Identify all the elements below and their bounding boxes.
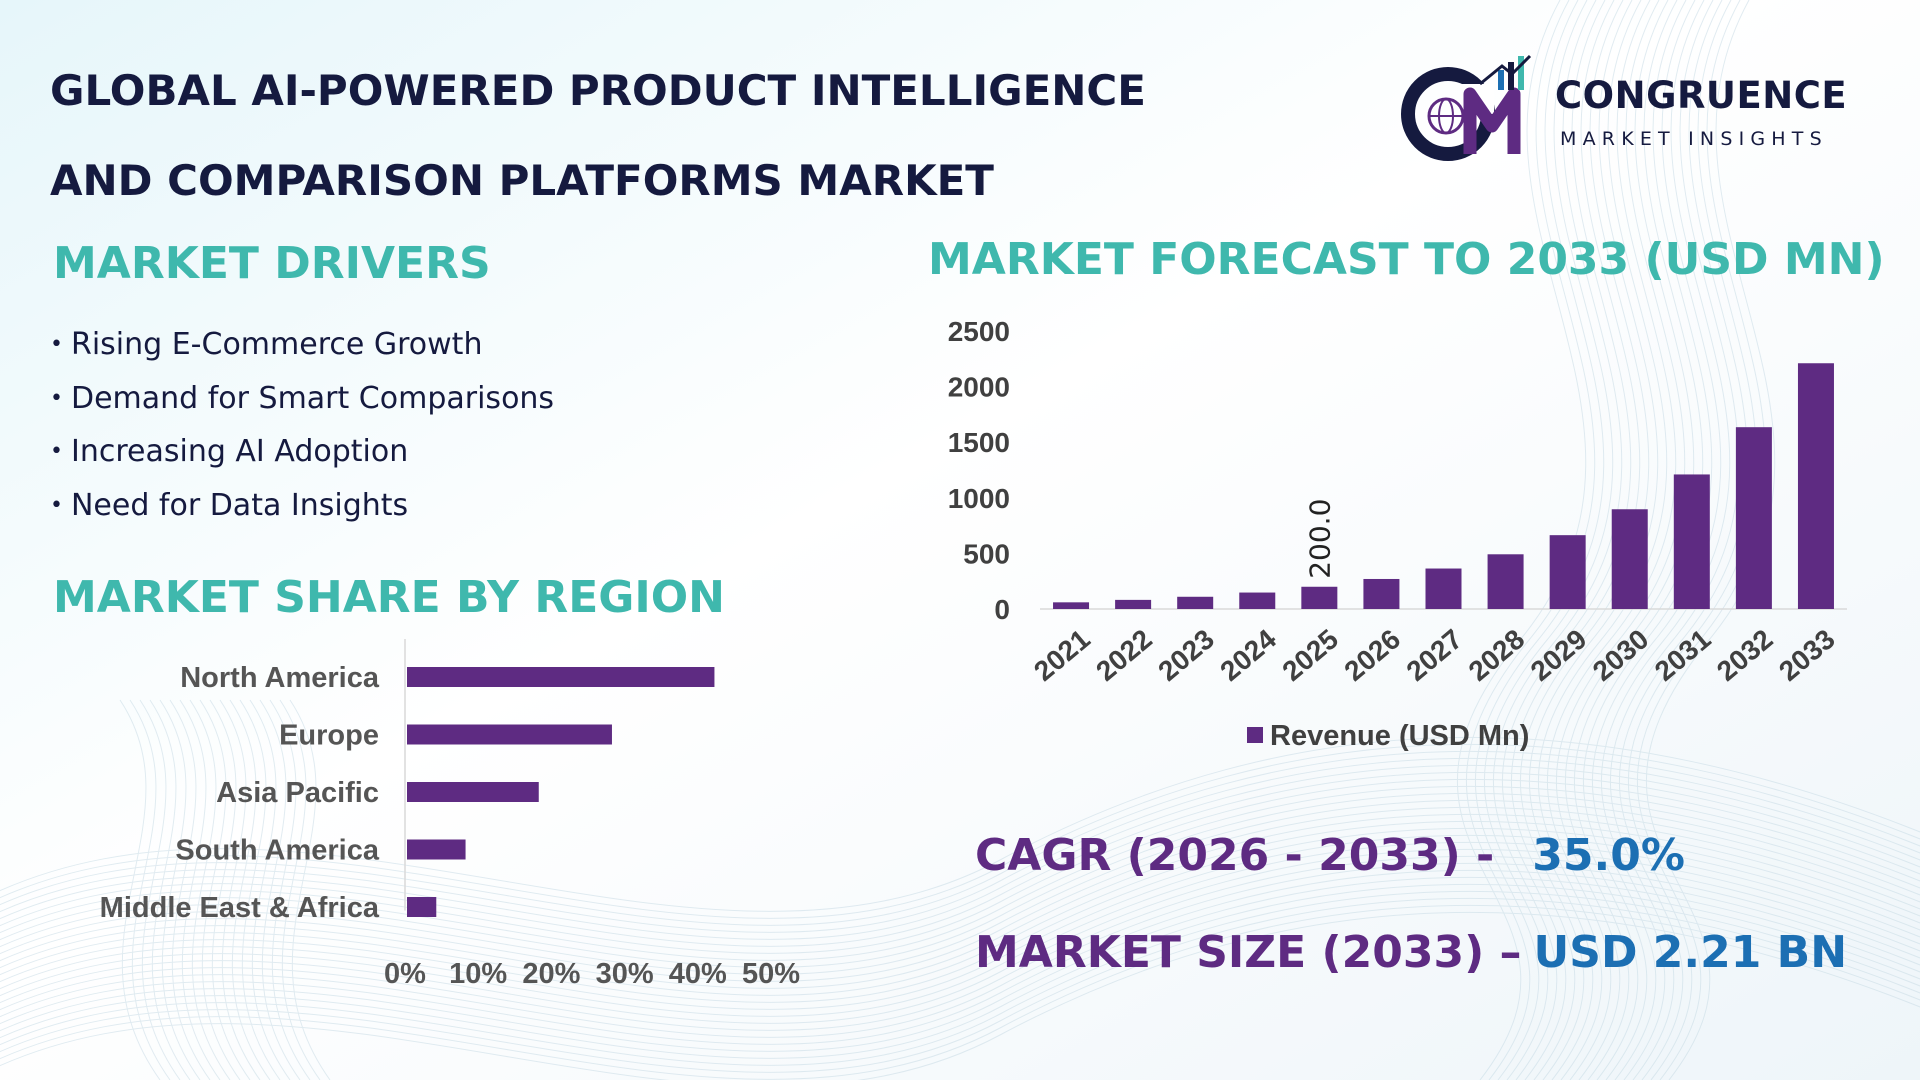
- forecast-bar-2032: [1735, 427, 1772, 609]
- forecast-y-tick-label: 2500: [948, 316, 1010, 347]
- region-category-label: South America: [175, 835, 379, 867]
- forecast-bar-2031: [1673, 474, 1710, 609]
- forecast-bar-2026: [1363, 578, 1400, 609]
- forecast-y-tick-label: 1500: [948, 427, 1010, 458]
- region-x-tick-label: 30%: [596, 958, 654, 990]
- region-x-tick-label: 0%: [384, 958, 426, 990]
- forecast-y-tick-label: 500: [963, 538, 1010, 569]
- region-x-tick-label: 20%: [522, 958, 580, 990]
- forecast-y-tick-label: 2000: [948, 372, 1010, 403]
- driver-item: • Increasing AI Adoption: [50, 434, 409, 469]
- region-x-tick-label: 10%: [449, 958, 507, 990]
- brand-logo: CONGRUENCE MARKET INSIGHTS: [1400, 54, 1880, 164]
- forecast-bar-2025: [1301, 586, 1338, 609]
- cm-globe-chart-logo-icon: [1401, 54, 1532, 161]
- market-size-label: MARKET SIZE (2033) –: [975, 927, 1522, 978]
- forecast-bar-2027: [1425, 568, 1462, 609]
- region-bar: [407, 667, 715, 687]
- forecast-bar-2024: [1239, 592, 1276, 609]
- forecast-y-tick-label: 0: [994, 594, 1010, 625]
- market-share-heading: MARKET SHARE BY REGION: [53, 572, 725, 623]
- cagr-value: 35.0%: [1532, 830, 1685, 881]
- market-drivers-heading: MARKET DRIVERS: [53, 238, 491, 289]
- region-bar: [407, 897, 437, 917]
- region-x-tick-label: 40%: [669, 958, 727, 990]
- region-bar: [407, 839, 466, 860]
- market-size-kpi: MARKET SIZE (2033) – USD 2.21 BN: [975, 927, 1847, 978]
- market-forecast-heading: MARKET FORECAST TO 2033 (USD MN): [928, 234, 1885, 285]
- forecast-bar-2022: [1115, 599, 1152, 609]
- brand-tagline: MARKET INSIGHTS: [1560, 128, 1828, 150]
- region-category-label: North America: [180, 662, 380, 694]
- forecast-bar-2028: [1487, 554, 1524, 609]
- region-bar: [407, 782, 539, 802]
- region-category-label: Asia Pacific: [216, 777, 379, 809]
- forecast-bar-2033: [1797, 363, 1834, 609]
- cagr-kpi: CAGR (2026 - 2033) - 35.0%: [975, 830, 1685, 881]
- forecast-bar-2030: [1611, 509, 1648, 609]
- region-category-label: Europe: [279, 720, 379, 752]
- driver-item: • Need for Data Insights: [50, 487, 409, 523]
- market-drivers-list: • Rising E-Commerce Growth • Demand for Sm…: [50, 318, 554, 532]
- page-title-line-2: AND COMPARISON PLATFORMS MARKET: [50, 156, 994, 205]
- page-title-line-1: GLOBAL AI-POWERED PRODUCT INTELLIGENCE: [50, 66, 1146, 115]
- legend-swatch: [1247, 727, 1263, 743]
- region-bar: [407, 724, 612, 745]
- brand-name: CONGRUENCE: [1555, 74, 1848, 117]
- market-size-value: USD 2.21 BN: [1533, 927, 1848, 978]
- region-x-tick-label: 50%: [742, 958, 800, 990]
- cagr-label: CAGR (2026 - 2033) -: [975, 830, 1495, 881]
- driver-item: • Demand for Smart Comparisons: [50, 380, 555, 416]
- forecast-data-label: 200.0: [1303, 499, 1336, 579]
- forecast-bar-2029: [1549, 535, 1586, 609]
- forecast-bar-2023: [1177, 596, 1214, 609]
- region-category-label: Middle East & Africa: [100, 892, 380, 924]
- forecast-y-tick-label: 1000: [948, 483, 1010, 514]
- legend-label: Revenue (USD Mn): [1270, 720, 1529, 752]
- forecast-bar-2021: [1053, 602, 1090, 609]
- driver-item: • Rising E-Commerce Growth: [50, 327, 483, 362]
